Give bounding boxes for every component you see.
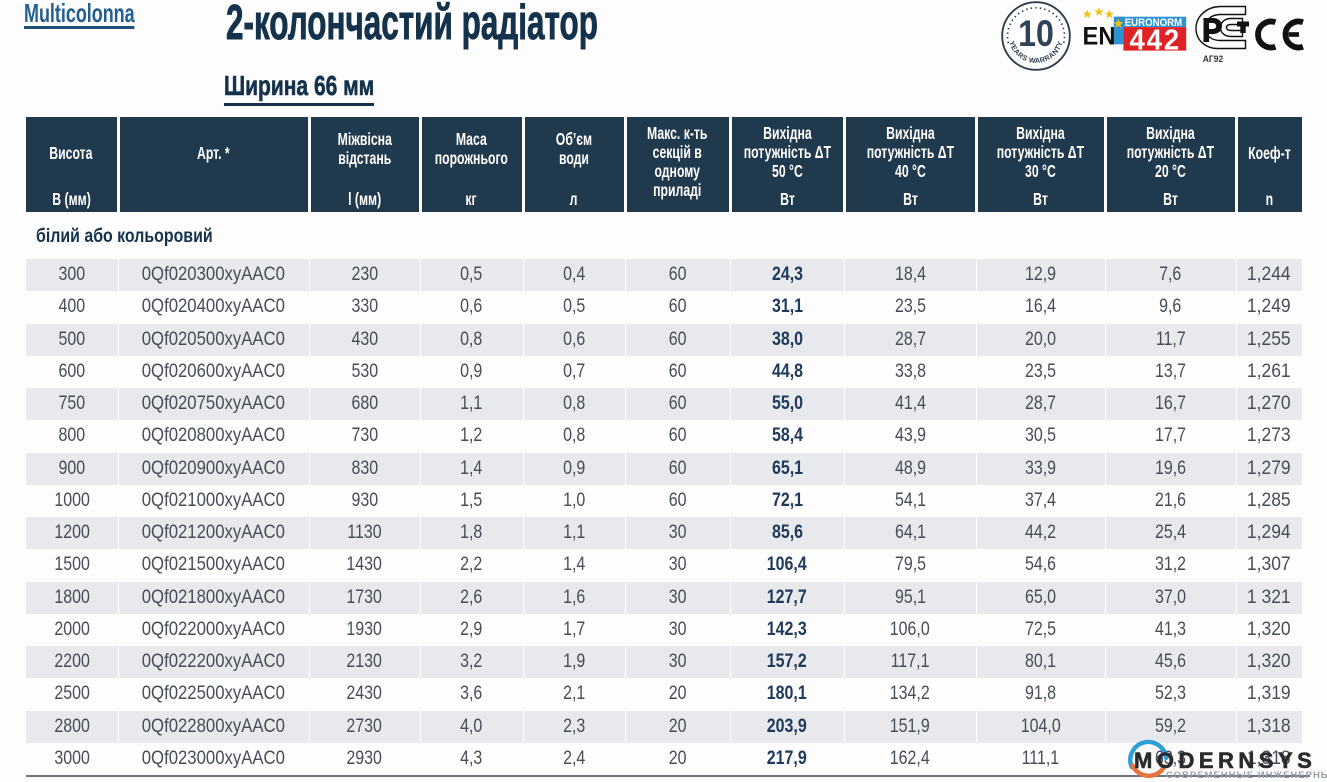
svg-text:442: 442 [1129,23,1181,55]
svg-text:АГ92: АГ92 [1203,54,1223,62]
svg-text:EURONORM: EURONORM [1125,17,1183,29]
svg-text:10: 10 [1018,14,1054,55]
svg-text:EN: EN [1083,23,1116,51]
